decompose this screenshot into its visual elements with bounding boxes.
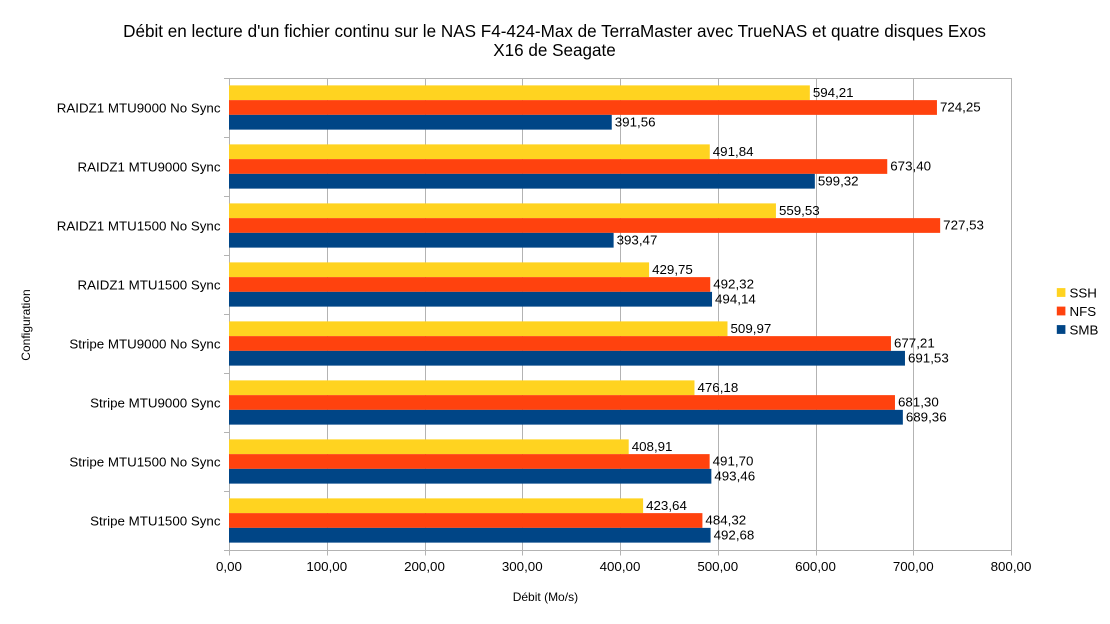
svg-text:RAIDZ1 MTU9000 No Sync: RAIDZ1 MTU9000 No Sync xyxy=(57,100,221,115)
svg-text:700,00: 700,00 xyxy=(893,559,934,574)
svg-text:RAIDZ1 MTU9000 Sync: RAIDZ1 MTU9000 Sync xyxy=(78,159,221,174)
svg-text:Configuration: Configuration xyxy=(19,289,33,360)
svg-text:Stripe MTU1500 No Sync: Stripe MTU1500 No Sync xyxy=(69,454,220,469)
svg-text:500,00: 500,00 xyxy=(697,559,738,574)
svg-text:200,00: 200,00 xyxy=(404,559,445,574)
svg-text:X16 de Seagate: X16 de Seagate xyxy=(493,41,616,60)
svg-text:493,46: 493,46 xyxy=(714,468,755,483)
svg-text:400,00: 400,00 xyxy=(600,559,641,574)
svg-text:491,70: 491,70 xyxy=(713,454,754,469)
svg-text:RAIDZ1 MTU1500 Sync: RAIDZ1 MTU1500 Sync xyxy=(78,277,221,292)
svg-text:Stripe MTU1500 Sync: Stripe MTU1500 Sync xyxy=(90,513,221,528)
svg-text:0,00: 0,00 xyxy=(216,559,242,574)
svg-text:SMB: SMB xyxy=(1070,322,1099,337)
svg-text:800,00: 800,00 xyxy=(991,559,1032,574)
svg-text:727,53: 727,53 xyxy=(943,218,984,233)
svg-text:391,56: 391,56 xyxy=(615,114,656,129)
svg-text:476,18: 476,18 xyxy=(697,380,738,395)
svg-text:Stripe MTU9000 No Sync: Stripe MTU9000 No Sync xyxy=(69,336,220,351)
svg-text:491,84: 491,84 xyxy=(713,144,754,159)
svg-text:Débit en lecture d'un fichier: Débit en lecture d'un fichier continu su… xyxy=(123,22,986,41)
svg-text:689,36: 689,36 xyxy=(906,409,947,424)
svg-text:429,75: 429,75 xyxy=(652,262,693,277)
svg-text:RAIDZ1 MTU1500 No Sync: RAIDZ1 MTU1500 No Sync xyxy=(57,218,221,233)
svg-text:NFS: NFS xyxy=(1070,304,1097,319)
svg-text:677,21: 677,21 xyxy=(894,336,935,351)
svg-text:724,25: 724,25 xyxy=(940,100,981,115)
svg-text:100,00: 100,00 xyxy=(306,559,347,574)
svg-text:494,14: 494,14 xyxy=(715,291,756,306)
svg-text:484,32: 484,32 xyxy=(705,513,746,528)
svg-text:673,40: 673,40 xyxy=(890,159,931,174)
svg-text:559,53: 559,53 xyxy=(779,203,820,218)
svg-text:691,53: 691,53 xyxy=(908,350,949,365)
svg-text:600,00: 600,00 xyxy=(795,559,836,574)
svg-text:423,64: 423,64 xyxy=(646,498,687,513)
svg-text:Débit (Mo/s): Débit (Mo/s) xyxy=(513,590,578,604)
svg-text:408,91: 408,91 xyxy=(632,439,673,454)
svg-text:Stripe MTU9000 Sync: Stripe MTU9000 Sync xyxy=(90,395,221,410)
svg-text:599,32: 599,32 xyxy=(818,173,859,188)
svg-text:509,97: 509,97 xyxy=(731,321,772,336)
svg-text:300,00: 300,00 xyxy=(502,559,543,574)
svg-text:492,68: 492,68 xyxy=(714,527,755,542)
svg-text:393,47: 393,47 xyxy=(617,232,658,247)
svg-text:681,30: 681,30 xyxy=(898,395,939,410)
svg-text:492,32: 492,32 xyxy=(713,277,754,292)
svg-text:594,21: 594,21 xyxy=(813,85,854,100)
svg-text:SSH: SSH xyxy=(1070,285,1097,300)
